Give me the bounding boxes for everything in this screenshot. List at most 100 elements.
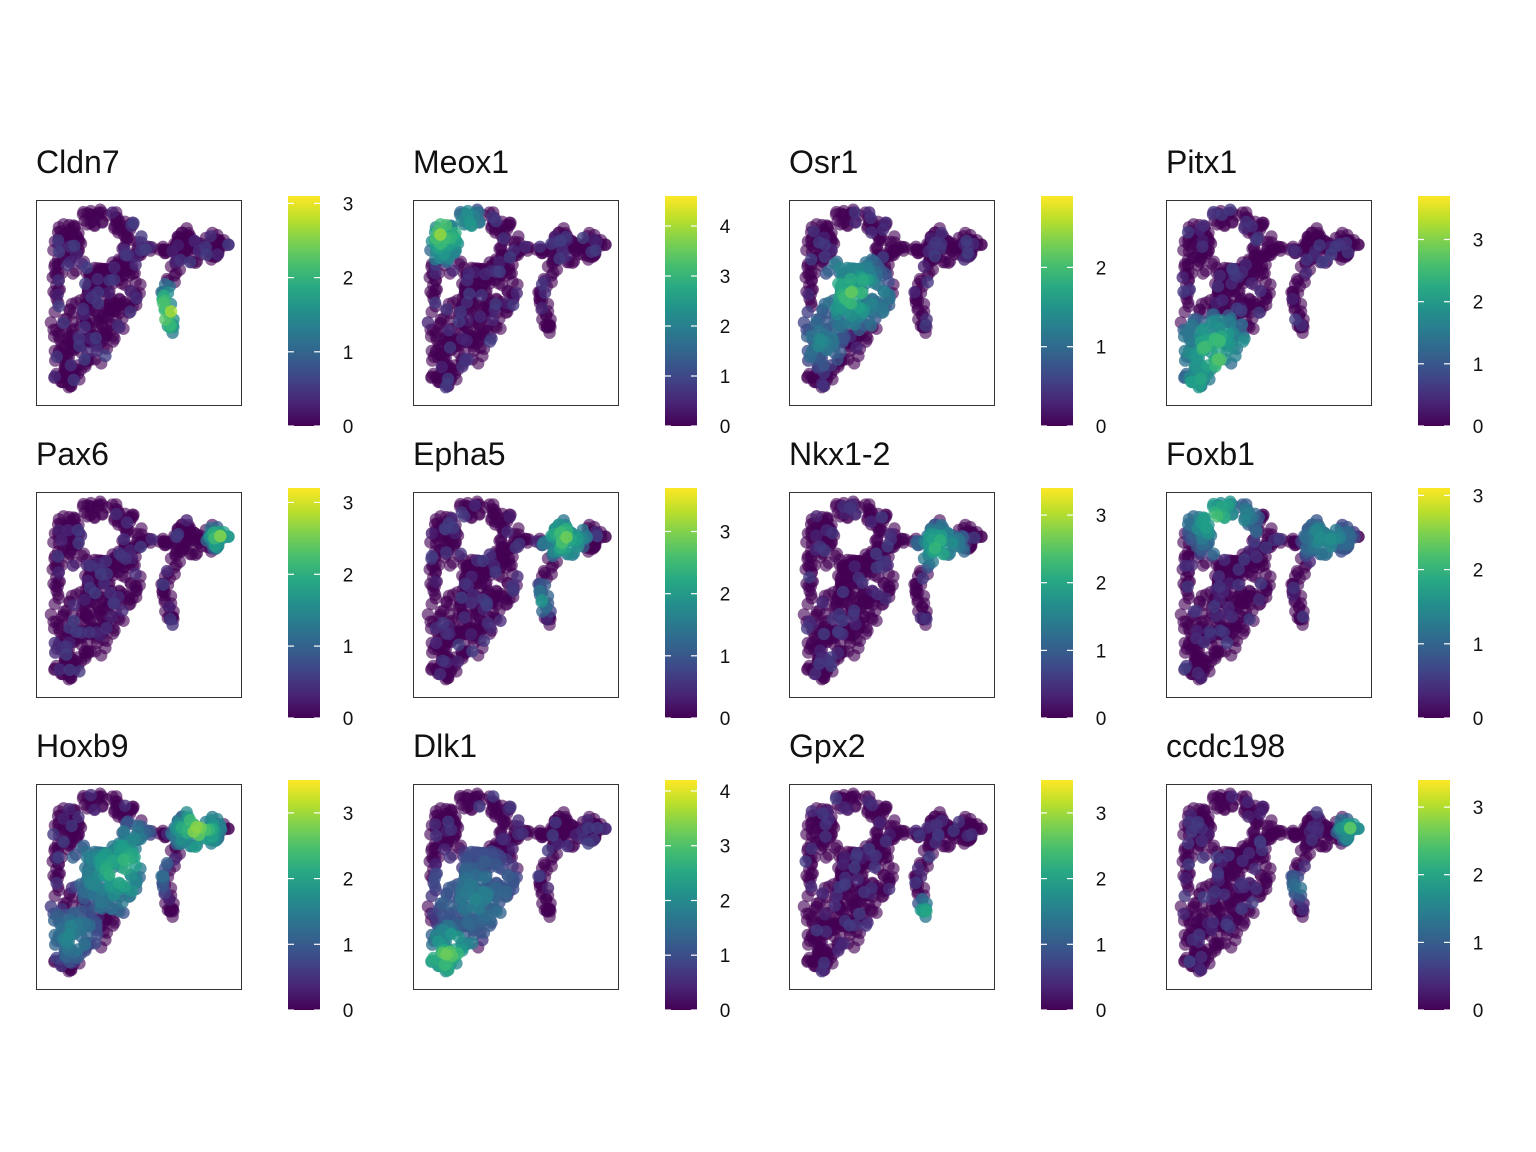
- colorbar-tick-label: 1: [720, 647, 731, 668]
- cell-point: [802, 288, 815, 301]
- cell-point: [475, 289, 488, 302]
- cell-point: [483, 277, 497, 290]
- cell-point: [837, 208, 850, 221]
- cell-point: [441, 372, 455, 385]
- cell-point: [463, 287, 476, 300]
- cell-point: [467, 344, 481, 358]
- cell-point: [912, 246, 925, 260]
- cell-point: [61, 259, 74, 272]
- cell-point: [537, 537, 550, 550]
- cell-point: [106, 206, 119, 219]
- cell-point: [1265, 522, 1278, 535]
- cell-point: [1195, 324, 1209, 337]
- cell-point: [483, 498, 496, 511]
- cell-point: [486, 313, 499, 327]
- cell-point: [828, 549, 842, 563]
- cell-point: [468, 499, 482, 512]
- panel-pitx1: Pitx1 0 1 2 3: [1130, 0, 1506, 438]
- cell-point: [1215, 208, 1228, 221]
- cell-point: [911, 303, 924, 316]
- cell-point: [160, 564, 174, 578]
- cell-point: [52, 513, 66, 526]
- cell-point: [119, 248, 132, 262]
- cell-point: [1236, 335, 1250, 348]
- cell-point: [968, 531, 981, 544]
- cell-point: [831, 625, 845, 639]
- cell-point: [454, 547, 467, 560]
- cell-point: [1313, 239, 1326, 252]
- colorbar-tick-label: 2: [720, 317, 731, 338]
- cell-point: [48, 597, 61, 611]
- cell-point: [474, 310, 487, 323]
- cell-point: [817, 627, 831, 641]
- cell-point: [105, 610, 118, 624]
- cell-point: [512, 522, 525, 535]
- cell-point: [91, 286, 105, 299]
- cell-point: [1205, 257, 1219, 271]
- cell-point: [535, 302, 549, 315]
- cell-point: [921, 275, 934, 289]
- colorbar-tick-label: 3: [1473, 231, 1484, 252]
- cell-point: [485, 511, 498, 525]
- cell-point: [493, 256, 506, 269]
- cell-point: [127, 216, 140, 230]
- cell-point: [844, 297, 858, 310]
- cell-point: [1196, 267, 1210, 280]
- panel-osr1: Osr1 0 1 2: [753, 0, 1129, 438]
- cell-point: [1300, 266, 1313, 280]
- panel-title: Osr1: [789, 144, 859, 180]
- cell-point: [865, 515, 878, 528]
- cell-point: [1300, 253, 1313, 267]
- cell-point: [919, 319, 932, 332]
- cell-point: [1213, 269, 1227, 282]
- cell-point: [1250, 550, 1263, 564]
- panel-epha5: Epha5 0 1 2 3: [377, 292, 753, 730]
- cell-point: [1288, 303, 1301, 316]
- cell-point: [44, 608, 58, 621]
- cell-point: [52, 245, 66, 258]
- colorbar-gradient: [1041, 196, 1073, 426]
- cell-point: [803, 584, 816, 598]
- cell-point: [855, 286, 868, 300]
- cell-point: [1211, 280, 1225, 293]
- cell-point: [1256, 216, 1269, 229]
- colorbar-tick-label: 1: [720, 367, 731, 388]
- cell-point: [818, 250, 831, 264]
- cell-point: [844, 286, 858, 299]
- cell-point: [429, 296, 442, 309]
- cell-point: [91, 297, 105, 310]
- panel-title: Cldn7: [36, 144, 120, 180]
- cell-point: [72, 536, 85, 550]
- cell-point: [84, 208, 97, 221]
- cell-point: [920, 612, 933, 626]
- cell-point: [1181, 258, 1195, 271]
- colorbar-gradient: [288, 488, 320, 718]
- colorbar-tick-label: 1: [1096, 338, 1107, 359]
- cell-point: [106, 498, 119, 511]
- cell-point: [476, 554, 490, 568]
- cell-point: [1178, 662, 1191, 675]
- cell-point: [458, 611, 471, 624]
- cell-point: [916, 572, 929, 585]
- cell-point: [461, 274, 474, 287]
- cell-point: [1196, 240, 1209, 253]
- cell-point: [961, 247, 974, 260]
- cell-point: [65, 228, 79, 242]
- cell-point: [1339, 236, 1353, 250]
- colorbar-tick-label: 0: [1096, 709, 1107, 730]
- cell-point: [78, 320, 91, 334]
- umap-plot-area: [413, 492, 619, 698]
- cell-point: [117, 614, 130, 627]
- cell-point: [861, 556, 874, 570]
- cell-point: [440, 627, 453, 640]
- cell-point: [495, 243, 508, 256]
- cell-point: [865, 226, 878, 239]
- cell-point: [801, 305, 814, 319]
- cell-point: [503, 251, 516, 264]
- umap-scatter: [421, 495, 612, 686]
- cell-point: [506, 275, 519, 289]
- cell-point: [1209, 609, 1223, 623]
- umap-scatter: [1174, 203, 1365, 394]
- cell-point: [1214, 624, 1227, 637]
- umap-plot-area: [789, 492, 995, 698]
